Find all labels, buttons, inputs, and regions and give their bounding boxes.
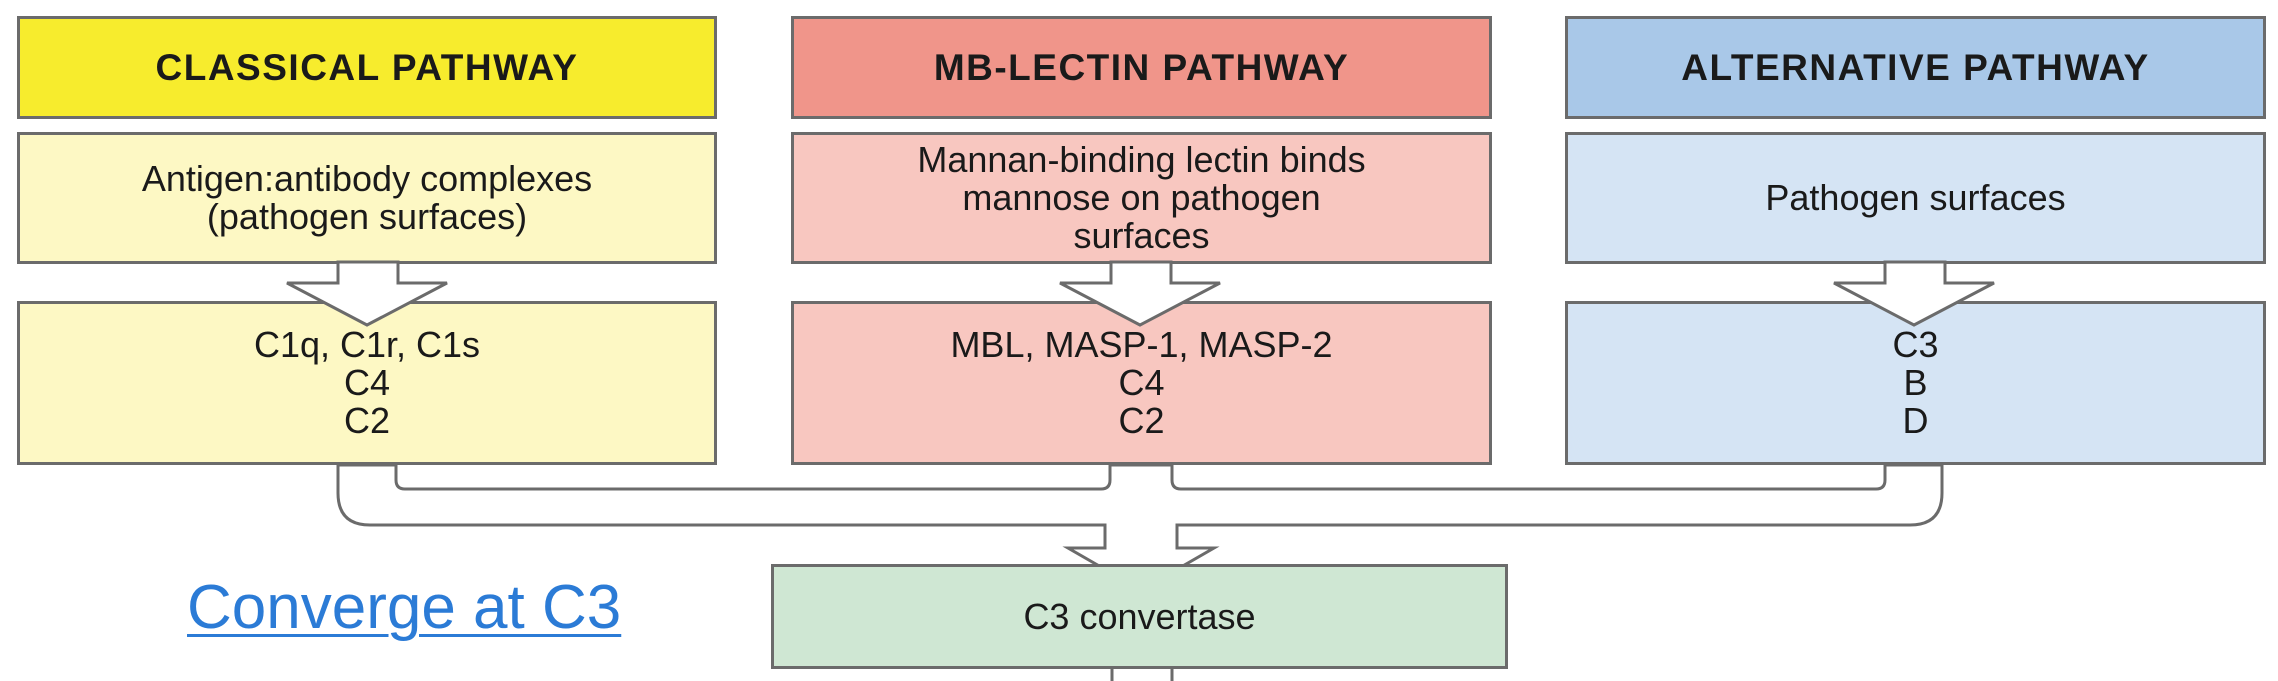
alternative-pathway-components: C3 B D bbox=[1565, 301, 2266, 465]
converge-flow-arrow bbox=[336, 463, 1944, 592]
mb-lectin-component: C4 bbox=[1118, 362, 1165, 403]
classical-pathway-trigger: Antigen:antibody complexes (pathogen sur… bbox=[17, 132, 717, 264]
classical-trigger-line: (pathogen surfaces) bbox=[206, 196, 528, 237]
output-arrow-stub bbox=[1110, 669, 1174, 681]
classical-down-arrow bbox=[286, 260, 448, 327]
mb-lectin-trigger-line: surfaces bbox=[1073, 215, 1210, 256]
mb-lectin-component: C2 bbox=[1118, 400, 1165, 441]
alternative-pathway-trigger: Pathogen surfaces bbox=[1565, 132, 2266, 264]
alternative-component: C3 bbox=[1892, 324, 1939, 365]
classical-trigger-line: Antigen:antibody complexes bbox=[141, 158, 593, 199]
converge-at-c3-link[interactable]: Converge at C3 bbox=[187, 573, 622, 642]
classical-component: C1q, C1r, C1s bbox=[253, 324, 481, 365]
alternative-component: D bbox=[1902, 400, 1929, 441]
classical-component: C4 bbox=[343, 362, 391, 403]
mb-lectin-down-arrow bbox=[1059, 260, 1221, 327]
alternative-down-arrow bbox=[1833, 260, 1995, 327]
classical-pathway-components: C1q, C1r, C1s C4 C2 bbox=[17, 301, 717, 465]
classical-pathway-header: CLASSICAL PATHWAY bbox=[17, 16, 717, 119]
alternative-component: B bbox=[1903, 362, 1928, 403]
classical-component: C2 bbox=[343, 400, 391, 441]
c3-convertase-box: C3 convertase bbox=[771, 564, 1508, 669]
alternative-pathway-header: ALTERNATIVE PATHWAY bbox=[1565, 16, 2266, 119]
mb-lectin-trigger-line: Mannan-binding lectin binds bbox=[917, 139, 1366, 180]
mb-lectin-component: MBL, MASP-1, MASP-2 bbox=[950, 324, 1333, 365]
alternative-trigger-line: Pathogen surfaces bbox=[1765, 177, 2066, 218]
mb-lectin-trigger-line: mannose on pathogen bbox=[962, 177, 1321, 218]
mb-lectin-pathway-components: MBL, MASP-1, MASP-2 C4 C2 bbox=[791, 301, 1492, 465]
mb-lectin-pathway-header: MB-LECTIN PATHWAY bbox=[791, 16, 1492, 119]
mb-lectin-pathway-trigger: Mannan-binding lectin binds mannose on p… bbox=[791, 132, 1492, 264]
